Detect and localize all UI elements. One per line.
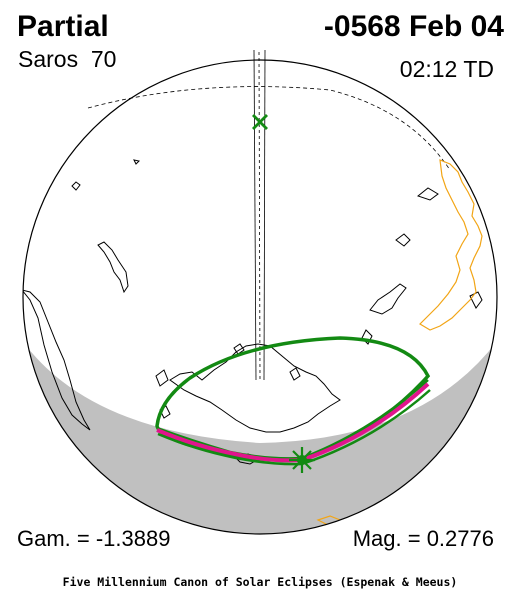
gamma-value: Gam. = -1.3889 — [17, 526, 171, 551]
eclipse-time: 02:12 TD — [399, 56, 494, 82]
globe-outline — [22, 59, 498, 535]
footer-credit: Five Millennium Canon of Solar Eclipses … — [62, 575, 458, 589]
saros-label: Saros 70 — [18, 46, 117, 72]
central-path-center — [156, 382, 430, 463]
asterisk-icon — [289, 447, 315, 473]
magnitude-value: Mag. = 0.2776 — [352, 526, 494, 551]
eclipse-type: Partial — [17, 10, 109, 43]
x-mark-icon — [252, 114, 268, 130]
eclipse-limit-curve — [155, 336, 431, 462]
central-path-upper — [156, 379, 429, 460]
eclipse-date: -0568 Feb 04 — [323, 10, 504, 43]
meridian-lines — [87, 49, 451, 381]
central-path-lower — [157, 389, 431, 466]
night-shade — [23, 330, 497, 534]
